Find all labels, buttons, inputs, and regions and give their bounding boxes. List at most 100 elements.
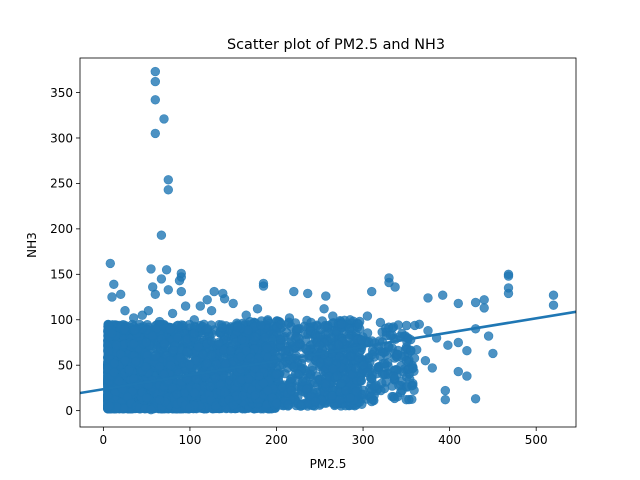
data-point xyxy=(150,76,161,87)
data-point xyxy=(310,396,321,407)
data-point xyxy=(423,326,433,336)
data-point xyxy=(414,319,424,329)
data-point xyxy=(271,398,282,409)
y-tick-label: 150 xyxy=(50,268,73,282)
y-tick-label: 100 xyxy=(50,313,73,327)
data-point xyxy=(143,306,154,316)
data-point xyxy=(412,345,422,355)
data-point xyxy=(119,324,129,335)
data-point xyxy=(397,328,407,339)
data-point xyxy=(427,363,437,373)
data-point xyxy=(453,337,463,348)
data-point xyxy=(356,335,367,345)
y-tick-label: 50 xyxy=(58,358,73,372)
data-point xyxy=(146,405,156,415)
x-tick-label: 200 xyxy=(265,433,288,447)
data-point xyxy=(263,385,273,396)
data-point xyxy=(375,317,386,328)
data-point xyxy=(293,324,303,334)
data-point xyxy=(219,387,230,398)
chart-title: Scatter plot of PM2.5 and NH3 xyxy=(227,37,445,53)
data-point xyxy=(321,291,331,301)
data-point xyxy=(214,337,224,348)
data-point xyxy=(344,324,355,334)
data-point xyxy=(254,371,264,381)
data-point xyxy=(401,356,411,366)
data-point xyxy=(237,335,247,345)
data-point xyxy=(271,369,282,379)
data-point xyxy=(397,385,407,396)
data-point xyxy=(388,322,399,332)
data-point xyxy=(367,286,377,297)
data-point xyxy=(548,300,559,310)
data-point xyxy=(175,353,185,363)
data-point xyxy=(209,286,219,297)
data-point xyxy=(358,389,368,399)
data-point xyxy=(228,298,238,309)
data-point xyxy=(172,389,182,399)
data-point xyxy=(256,320,266,330)
data-point xyxy=(243,374,254,384)
axes: 0 100 200 300 400 500 0 50 100 150 200 250 300 350 xyxy=(50,57,577,447)
x-tick-label: 0 xyxy=(100,433,108,447)
data-point xyxy=(189,328,200,339)
y-tick-label: 0 xyxy=(65,404,73,418)
data-point xyxy=(332,371,342,381)
data-point xyxy=(345,315,355,325)
y-tick-label: 300 xyxy=(50,131,73,145)
data-point xyxy=(163,285,174,295)
data-point xyxy=(443,340,453,350)
data-point xyxy=(401,395,411,405)
data-point xyxy=(147,330,158,341)
data-point xyxy=(479,303,489,313)
data-point xyxy=(250,332,260,342)
data-point xyxy=(320,322,330,332)
data-point xyxy=(226,346,236,356)
data-point xyxy=(252,304,263,314)
y-axis-label: NH3 xyxy=(25,232,39,258)
data-point xyxy=(180,301,191,311)
data-point xyxy=(328,311,338,321)
data-point xyxy=(488,348,498,359)
data-point xyxy=(479,295,489,305)
data-point xyxy=(184,360,195,370)
regression-line xyxy=(80,310,576,395)
data-point xyxy=(166,360,176,371)
data-point xyxy=(258,378,269,389)
data-point xyxy=(336,319,347,329)
data-point xyxy=(362,328,373,338)
data-point xyxy=(109,358,119,369)
data-point xyxy=(388,371,399,381)
data-point xyxy=(336,378,347,389)
data-point xyxy=(326,333,336,343)
data-point xyxy=(129,325,140,335)
data-point xyxy=(172,332,183,343)
data-point xyxy=(390,282,400,292)
data-point xyxy=(161,265,172,275)
data-point xyxy=(146,264,156,274)
data-point xyxy=(232,322,243,332)
data-point xyxy=(228,400,238,410)
data-point xyxy=(150,128,161,139)
data-point xyxy=(303,288,313,299)
data-point xyxy=(150,95,161,105)
data-point xyxy=(124,365,135,375)
data-point xyxy=(367,349,377,360)
data-point xyxy=(362,311,373,321)
data-point xyxy=(503,271,514,281)
data-point xyxy=(333,340,344,350)
x-tick-label: 300 xyxy=(352,433,375,447)
data-point xyxy=(393,349,403,359)
data-point xyxy=(154,316,165,327)
data-point xyxy=(438,290,448,300)
data-point xyxy=(548,290,559,300)
data-point xyxy=(409,353,420,363)
data-point xyxy=(328,364,338,374)
data-point xyxy=(289,362,299,372)
data-point xyxy=(284,313,295,323)
data-point xyxy=(206,306,217,316)
data-point xyxy=(165,324,175,334)
data-point xyxy=(140,362,151,372)
data-point xyxy=(283,399,293,409)
data-point xyxy=(159,114,169,124)
